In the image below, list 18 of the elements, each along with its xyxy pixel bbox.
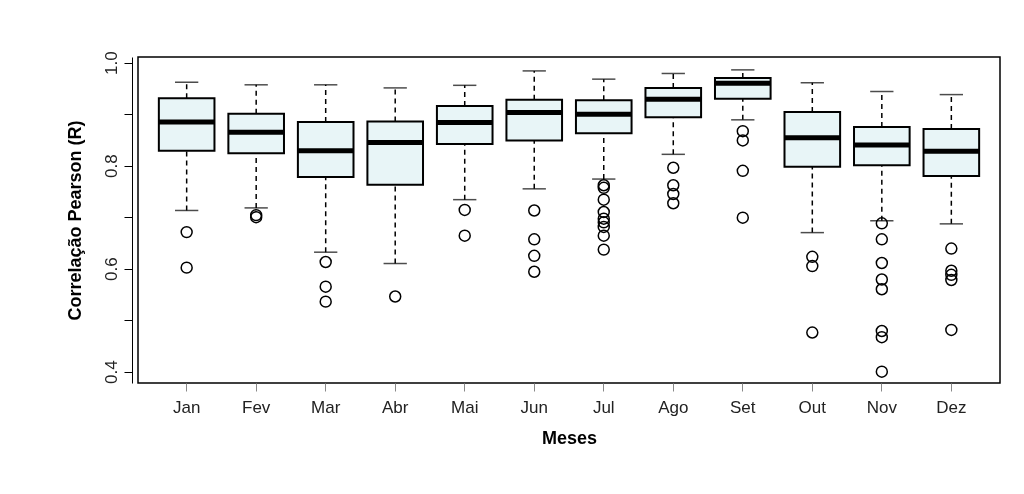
y-tick-label: 0.6	[101, 257, 121, 281]
y-axis-title: Correlação Pearson (R)	[64, 120, 85, 321]
x-tick-label: Abr	[381, 397, 409, 417]
x-tick-label: Out	[798, 397, 827, 417]
x-tick-label: Mai	[451, 397, 479, 417]
x-tick-label: Nov	[866, 397, 898, 417]
y-tick-label: 1.0	[101, 51, 121, 75]
y-tick-label: 0.4	[101, 360, 121, 384]
x-tick-label: Fev	[242, 397, 271, 417]
y-tick-label: 0.8	[101, 154, 121, 178]
x-tick-label: Jul	[592, 397, 615, 417]
x-tick-label: Mar	[311, 397, 341, 417]
x-tick-label: Ago	[658, 397, 689, 417]
x-tick-label: Set	[730, 397, 756, 417]
x-tick-label: Jun	[520, 397, 548, 417]
x-tick-label: Dez	[936, 397, 967, 417]
x-axis-title: Meses	[541, 427, 598, 448]
x-tick-label: Jan	[172, 397, 201, 417]
